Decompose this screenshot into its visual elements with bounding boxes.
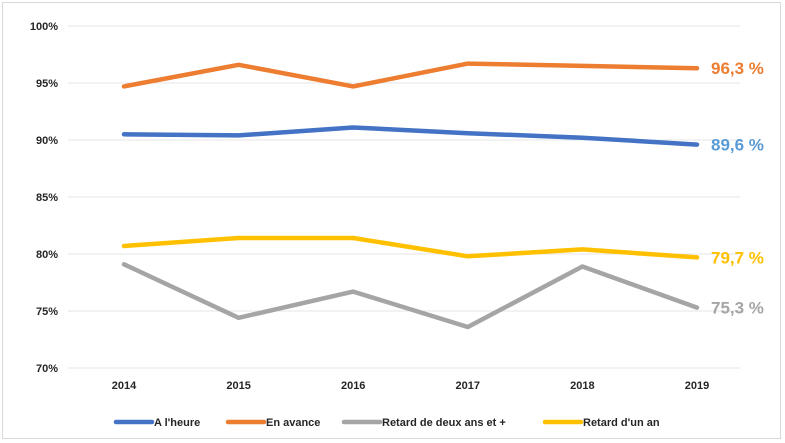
series-line bbox=[121, 125, 700, 147]
legend-label: En avance bbox=[266, 417, 320, 429]
y-tick-label: 100% bbox=[30, 21, 58, 33]
x-tick-label: 2019 bbox=[685, 380, 709, 392]
y-tick-label: 85% bbox=[36, 192, 58, 204]
y-tick-label: 95% bbox=[36, 78, 58, 90]
x-tick-label: 2014 bbox=[112, 380, 137, 392]
series-end-label: 96,3 % bbox=[711, 59, 764, 78]
legend-label: Retard d'un an bbox=[583, 417, 660, 429]
y-axis-tick-labels: 100% 95% 90% 85% 80% 75% 70% bbox=[30, 21, 58, 375]
chart-frame bbox=[2, 2, 781, 439]
series-end-label: 89,6 % bbox=[711, 136, 764, 155]
x-tick-label: 2018 bbox=[570, 380, 594, 392]
legend: A l'heure En avance Retard de deux ans et … bbox=[113, 417, 660, 429]
x-tick-label: 2017 bbox=[456, 380, 480, 392]
legend-label: A l'heure bbox=[154, 417, 200, 429]
gridlines bbox=[68, 25, 740, 369]
legend-label: Retard de deux ans et + bbox=[382, 417, 506, 429]
series-lines bbox=[121, 61, 700, 330]
series-line bbox=[121, 61, 700, 89]
y-tick-label: 75% bbox=[36, 306, 58, 318]
series-end-label: 75,3 % bbox=[711, 299, 764, 318]
end-labels: 89,6 % 96,3 % 75,3 % 79,7 % bbox=[711, 59, 764, 317]
x-tick-label: 2016 bbox=[341, 380, 365, 392]
series-line bbox=[121, 235, 700, 260]
series-end-label: 79,7 % bbox=[711, 248, 764, 267]
x-axis-tick-labels: 2014 2015 2016 2017 2018 2019 bbox=[112, 380, 709, 392]
y-tick-label: 70% bbox=[36, 363, 58, 375]
y-tick-label: 80% bbox=[36, 249, 58, 261]
series-line bbox=[121, 262, 700, 330]
y-tick-label: 90% bbox=[36, 135, 58, 147]
x-tick-label: 2015 bbox=[226, 380, 250, 392]
